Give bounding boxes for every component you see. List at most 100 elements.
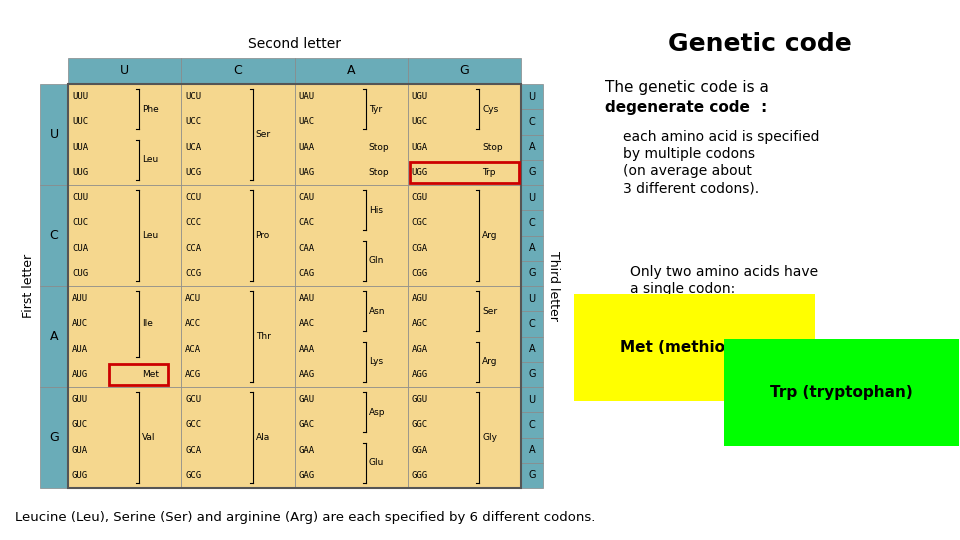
Bar bbox=[521, 311, 543, 336]
Text: Ile: Ile bbox=[142, 319, 154, 328]
Text: Glu: Glu bbox=[369, 458, 384, 467]
Text: GAU: GAU bbox=[299, 395, 315, 404]
Text: UUA: UUA bbox=[72, 143, 88, 152]
Text: AUU: AUU bbox=[72, 294, 88, 303]
Bar bbox=[68, 286, 181, 387]
Bar bbox=[521, 210, 543, 235]
Text: UGG: UGG bbox=[412, 168, 428, 177]
Text: Met: Met bbox=[142, 370, 159, 379]
Bar bbox=[40, 185, 68, 286]
Text: Thr: Thr bbox=[255, 332, 271, 341]
Text: CGG: CGG bbox=[412, 269, 428, 278]
Text: AUA: AUA bbox=[72, 345, 88, 354]
Text: G: G bbox=[49, 431, 59, 444]
Text: Gln: Gln bbox=[369, 256, 384, 265]
Text: CAU: CAU bbox=[299, 193, 315, 202]
Text: :: : bbox=[760, 100, 766, 115]
Text: U: U bbox=[120, 64, 130, 78]
Text: UUG: UUG bbox=[72, 168, 88, 177]
Text: Asp: Asp bbox=[369, 408, 385, 417]
Bar bbox=[68, 387, 181, 488]
Bar bbox=[408, 58, 521, 84]
Text: AAC: AAC bbox=[299, 319, 315, 328]
Text: A: A bbox=[529, 445, 536, 455]
Text: AGC: AGC bbox=[412, 319, 428, 328]
Text: CAA: CAA bbox=[299, 244, 315, 253]
Text: AAG: AAG bbox=[299, 370, 315, 379]
Text: UGA: UGA bbox=[412, 143, 428, 152]
Bar bbox=[521, 463, 543, 488]
Bar bbox=[521, 134, 543, 160]
Text: Genetic code: Genetic code bbox=[668, 32, 852, 56]
Text: UAG: UAG bbox=[299, 168, 315, 177]
Text: G: G bbox=[528, 167, 536, 177]
Text: A: A bbox=[347, 64, 355, 78]
Text: by multiple codons: by multiple codons bbox=[623, 147, 755, 161]
Text: CCG: CCG bbox=[185, 269, 202, 278]
Text: Gly: Gly bbox=[482, 433, 497, 442]
Text: GUG: GUG bbox=[72, 471, 88, 480]
Text: GGC: GGC bbox=[412, 420, 428, 429]
Text: Arg: Arg bbox=[482, 357, 497, 366]
Bar bbox=[68, 84, 521, 488]
Text: UAC: UAC bbox=[299, 117, 315, 126]
Bar bbox=[181, 84, 295, 185]
Text: A: A bbox=[529, 142, 536, 152]
Bar bbox=[521, 437, 543, 463]
Text: Tyr: Tyr bbox=[369, 105, 382, 114]
Text: CAC: CAC bbox=[299, 218, 315, 227]
Text: The genetic code is a: The genetic code is a bbox=[605, 80, 769, 95]
Text: GCC: GCC bbox=[185, 420, 202, 429]
Bar bbox=[408, 185, 521, 286]
Text: Leu: Leu bbox=[142, 231, 158, 240]
Text: C: C bbox=[50, 229, 59, 242]
Text: ACU: ACU bbox=[185, 294, 202, 303]
Bar bbox=[181, 58, 295, 84]
Text: Ala: Ala bbox=[255, 433, 270, 442]
Text: C: C bbox=[529, 420, 536, 430]
Text: Met (methionine): Met (methionine) bbox=[620, 340, 769, 355]
Text: CGA: CGA bbox=[412, 244, 428, 253]
Text: UCA: UCA bbox=[185, 143, 202, 152]
Text: UCU: UCU bbox=[185, 92, 202, 101]
Text: ACA: ACA bbox=[185, 345, 202, 354]
Text: degenerate code: degenerate code bbox=[605, 100, 750, 115]
Text: Trp: Trp bbox=[482, 168, 495, 177]
Text: CAG: CAG bbox=[299, 269, 315, 278]
Text: AUC: AUC bbox=[72, 319, 88, 328]
Text: A: A bbox=[529, 344, 536, 354]
Bar bbox=[295, 286, 408, 387]
Text: 3 different codons).: 3 different codons). bbox=[623, 181, 759, 195]
Text: CCA: CCA bbox=[185, 244, 202, 253]
Text: AAA: AAA bbox=[299, 345, 315, 354]
Text: Stop: Stop bbox=[369, 143, 390, 152]
Text: Trp (tryptophan): Trp (tryptophan) bbox=[770, 385, 913, 400]
Text: UUC: UUC bbox=[72, 117, 88, 126]
Text: UGU: UGU bbox=[412, 92, 428, 101]
Bar bbox=[408, 84, 521, 185]
Text: UAU: UAU bbox=[299, 92, 315, 101]
Bar bbox=[521, 235, 543, 261]
Text: Leu: Leu bbox=[142, 156, 158, 164]
Text: GAC: GAC bbox=[299, 420, 315, 429]
Bar bbox=[295, 58, 408, 84]
Text: CCU: CCU bbox=[185, 193, 202, 202]
Text: Ser: Ser bbox=[482, 307, 497, 316]
Text: CUC: CUC bbox=[72, 218, 88, 227]
Bar bbox=[40, 286, 68, 387]
Text: ACC: ACC bbox=[185, 319, 202, 328]
Text: U: U bbox=[528, 395, 536, 404]
Bar bbox=[68, 58, 181, 84]
Bar bbox=[521, 336, 543, 362]
Bar bbox=[408, 286, 521, 387]
Text: AGA: AGA bbox=[412, 345, 428, 354]
Text: UAA: UAA bbox=[299, 143, 315, 152]
Text: a single codon:: a single codon: bbox=[630, 282, 735, 296]
Text: Leucine (Leu), Serine (Ser) and arginine (Arg) are each specified by 6 different: Leucine (Leu), Serine (Ser) and arginine… bbox=[15, 511, 595, 524]
Text: UGC: UGC bbox=[412, 117, 428, 126]
Text: Pro: Pro bbox=[255, 231, 270, 240]
Text: A: A bbox=[50, 330, 59, 343]
Text: AAU: AAU bbox=[299, 294, 315, 303]
Text: UCG: UCG bbox=[185, 168, 202, 177]
Text: CUG: CUG bbox=[72, 269, 88, 278]
